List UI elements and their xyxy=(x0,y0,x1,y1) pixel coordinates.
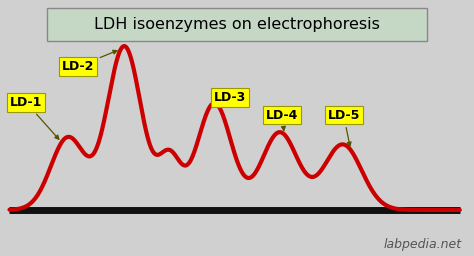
Text: LD-3: LD-3 xyxy=(214,91,246,104)
Text: LD-5: LD-5 xyxy=(328,109,360,146)
Text: LDH isoenzymes on electrophoresis: LDH isoenzymes on electrophoresis xyxy=(94,17,380,32)
FancyBboxPatch shape xyxy=(47,8,427,41)
Text: LD-1: LD-1 xyxy=(10,96,59,139)
Text: LD-4: LD-4 xyxy=(266,109,298,130)
Text: LD-2: LD-2 xyxy=(62,50,117,73)
Text: labpedia.net: labpedia.net xyxy=(384,238,462,251)
